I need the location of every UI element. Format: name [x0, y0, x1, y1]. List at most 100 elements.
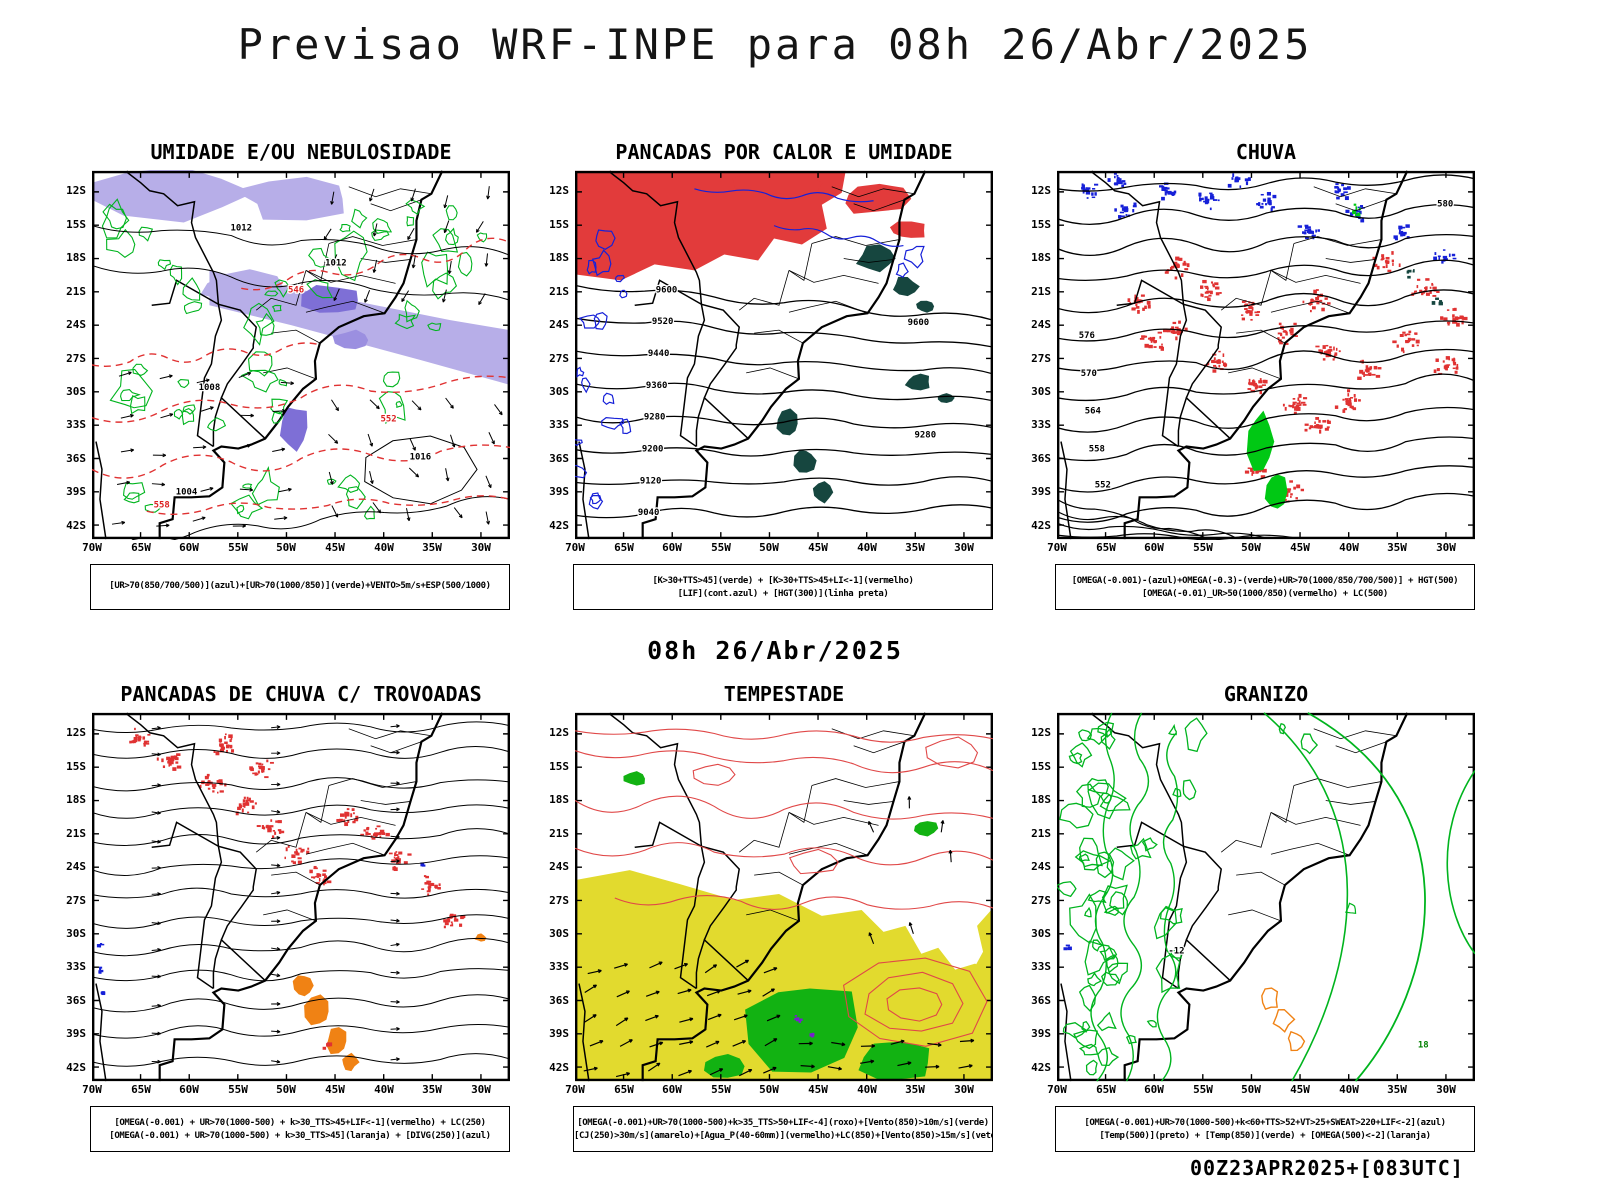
- lat-tick-label: 42S: [1031, 519, 1051, 532]
- lon-tick-label: 70W: [565, 541, 585, 554]
- lat-tick-label: 42S: [549, 519, 569, 532]
- map-frame-chuva: 576 570 564 558 552 580: [1057, 170, 1475, 540]
- lon-tick-label: 40W: [374, 1083, 394, 1096]
- lat-tick-label: 36S: [1031, 994, 1051, 1007]
- lat-tick-label: 42S: [549, 1061, 569, 1074]
- lat-tick-label: 18S: [66, 251, 86, 264]
- panel-pancadas-calor: PANCADAS POR CALOR E UMIDADE 12S 15S 18S 21…: [537, 140, 997, 614]
- lon-tick-label: 60W: [662, 1083, 682, 1096]
- svg-text:1012: 1012: [231, 224, 253, 234]
- lon-tick-label: 30W: [471, 1083, 491, 1096]
- svg-text:18: 18: [1418, 1040, 1429, 1050]
- lat-tick-label: 39S: [1031, 485, 1051, 498]
- lat-tick-label: 27S: [1031, 352, 1051, 365]
- lat-tick-label: 30S: [1031, 927, 1051, 940]
- lon-tick-label: 30W: [954, 541, 974, 554]
- lon-axis-labels: 70W 65W 60W 55W 50W 45W 40W 35W 30W: [82, 541, 510, 555]
- svg-text:576: 576: [1079, 331, 1095, 341]
- lat-axis-labels: 12S 15S 18S 21S 24S 27S 30S 33S 36S 39S 42S: [1019, 712, 1053, 1082]
- lat-tick-label: 21S: [549, 827, 569, 840]
- lon-tick-label: 30W: [1436, 541, 1456, 554]
- caption-box: [OMEGA(-0.001)+UR>70(1000-500)+k<60+TTS>…: [1055, 1106, 1475, 1152]
- svg-text:9280: 9280: [644, 413, 666, 423]
- lat-tick-label: 15S: [549, 760, 569, 773]
- lon-tick-label: 45W: [325, 1083, 345, 1096]
- hgt300-contours: [575, 284, 993, 519]
- lat-tick-label: 12S: [66, 726, 86, 739]
- temp850-contours: [1057, 712, 1475, 1082]
- lon-tick-label: 55W: [711, 1083, 731, 1096]
- wind-vectors: [583, 796, 975, 1078]
- lon-tick-label: 65W: [614, 541, 634, 554]
- lon-tick-label: 70W: [82, 541, 102, 554]
- lon-tick-label: 50W: [759, 541, 779, 554]
- lat-tick-label: 12S: [1031, 726, 1051, 739]
- lon-tick-label: 30W: [1436, 1083, 1456, 1096]
- lat-tick-label: 18S: [1031, 793, 1051, 806]
- panel-chuva: CHUVA 12S 15S 18S 21S 24S 27S 30S 33S 36S 39S 42S …: [1019, 140, 1479, 614]
- panel-title: PANCADAS POR CALOR E UMIDADE: [615, 140, 953, 164]
- lon-tick-label: 35W: [422, 1083, 442, 1096]
- lon-tick-label: 35W: [1387, 541, 1407, 554]
- lat-tick-label: 27S: [549, 894, 569, 907]
- lon-tick-label: 40W: [857, 1083, 877, 1096]
- lon-tick-label: 40W: [857, 541, 877, 554]
- lat-axis-labels: 12S 15S 18S 21S 24S 27S 30S 33S 36S 39S 42S: [54, 170, 88, 540]
- caption-line: [OMEGA(-0.01)_UR>50(1000/850)(vermelho) …: [1142, 588, 1388, 599]
- map-border: [92, 712, 510, 1082]
- svg-text:9520: 9520: [652, 317, 674, 327]
- hail-areas: [1063, 944, 1306, 1052]
- lon-tick-label: 45W: [325, 541, 345, 554]
- lat-axis-labels: 12S 15S 18S 21S 24S 27S 30S 33S 36S 39S 42S: [537, 170, 571, 540]
- lon-axis-labels: 70W 65W 60W 55W 50W 45W 40W 35W 30W: [1047, 541, 1475, 555]
- lat-tick-label: 18S: [66, 793, 86, 806]
- lon-axis-labels: 70W 65W 60W 55W 50W 45W 40W 35W 30W: [1047, 1083, 1475, 1097]
- lat-tick-label: 30S: [549, 385, 569, 398]
- lat-tick-label: 33S: [66, 960, 86, 973]
- lat-tick-label: 39S: [66, 485, 86, 498]
- lat-tick-label: 39S: [66, 1027, 86, 1040]
- lat-tick-label: 21S: [66, 285, 86, 298]
- contour-labels: 9600 9520 9440 9360 9280 9200 9120 9040 9600 9280: [637, 284, 938, 519]
- lat-tick-label: 24S: [66, 318, 86, 331]
- lon-tick-label: 45W: [808, 541, 828, 554]
- map-frame-granizo: -12 18: [1057, 712, 1475, 1082]
- caption-box: [OMEGA(-0.001)-(azul)+OMEGA(-0.3)-(verde…: [1055, 564, 1475, 610]
- lif-contours: [575, 188, 925, 510]
- lat-tick-label: 39S: [549, 485, 569, 498]
- page-title: Previsao WRF-INPE para 08h 26/Abr/2025: [237, 20, 1313, 69]
- lon-tick-label: 65W: [131, 541, 151, 554]
- map-border: [92, 170, 510, 540]
- lat-tick-label: 33S: [1031, 418, 1051, 431]
- caption-box: [UR>70(850/700/500)](azul)+[UR>70(1000/8…: [90, 564, 510, 610]
- lon-tick-label: 55W: [1193, 1083, 1213, 1096]
- thickness-contours: [92, 237, 510, 515]
- lat-tick-label: 33S: [1031, 960, 1051, 973]
- lon-tick-label: 65W: [1096, 1083, 1116, 1096]
- red-contours: [575, 728, 993, 1047]
- svg-text:9600: 9600: [656, 285, 678, 295]
- lon-tick-label: 70W: [82, 1083, 102, 1096]
- panel-title: UMIDADE E/OU NEBULOSIDADE: [150, 140, 452, 164]
- lat-tick-label: 15S: [1031, 760, 1051, 773]
- panel-title: PANCADAS DE CHUVA C/ TROVOADAS: [120, 682, 482, 706]
- lat-tick-label: 42S: [1031, 1061, 1051, 1074]
- basemap: [95, 170, 444, 540]
- svg-text:9600: 9600: [908, 318, 930, 328]
- map-frame-pancadas-calor: 9600 9520 9440 9360 9280 9200 9120 9040 9600 9280: [575, 170, 993, 540]
- lat-tick-label: 36S: [549, 452, 569, 465]
- lon-tick-label: 40W: [1339, 541, 1359, 554]
- panel-umidade: UMIDADE E/OU NEBULOSIDADE 12S 15S 18S 21S 24…: [54, 140, 514, 614]
- lat-tick-label: 33S: [549, 960, 569, 973]
- lat-axis-labels: 12S 15S 18S 21S 24S 27S 30S 33S 36S 39S 42S: [537, 712, 571, 1082]
- lon-tick-label: 65W: [131, 1083, 151, 1096]
- lon-tick-label: 35W: [422, 541, 442, 554]
- lon-tick-label: 45W: [1290, 541, 1310, 554]
- svg-text:1016: 1016: [410, 453, 432, 463]
- lat-tick-label: 27S: [549, 352, 569, 365]
- panel-granizo: GRANIZO 12S 15S 18S 21S 24S 27S 30S 33S 36S 39S 42…: [1019, 682, 1479, 1156]
- caption-line: [Temp(500)](preto) + [Temp(850)](verde) …: [1099, 1130, 1431, 1141]
- lat-tick-label: 21S: [66, 827, 86, 840]
- lon-tick-label: 35W: [1387, 1083, 1407, 1096]
- lon-tick-label: 45W: [808, 1083, 828, 1096]
